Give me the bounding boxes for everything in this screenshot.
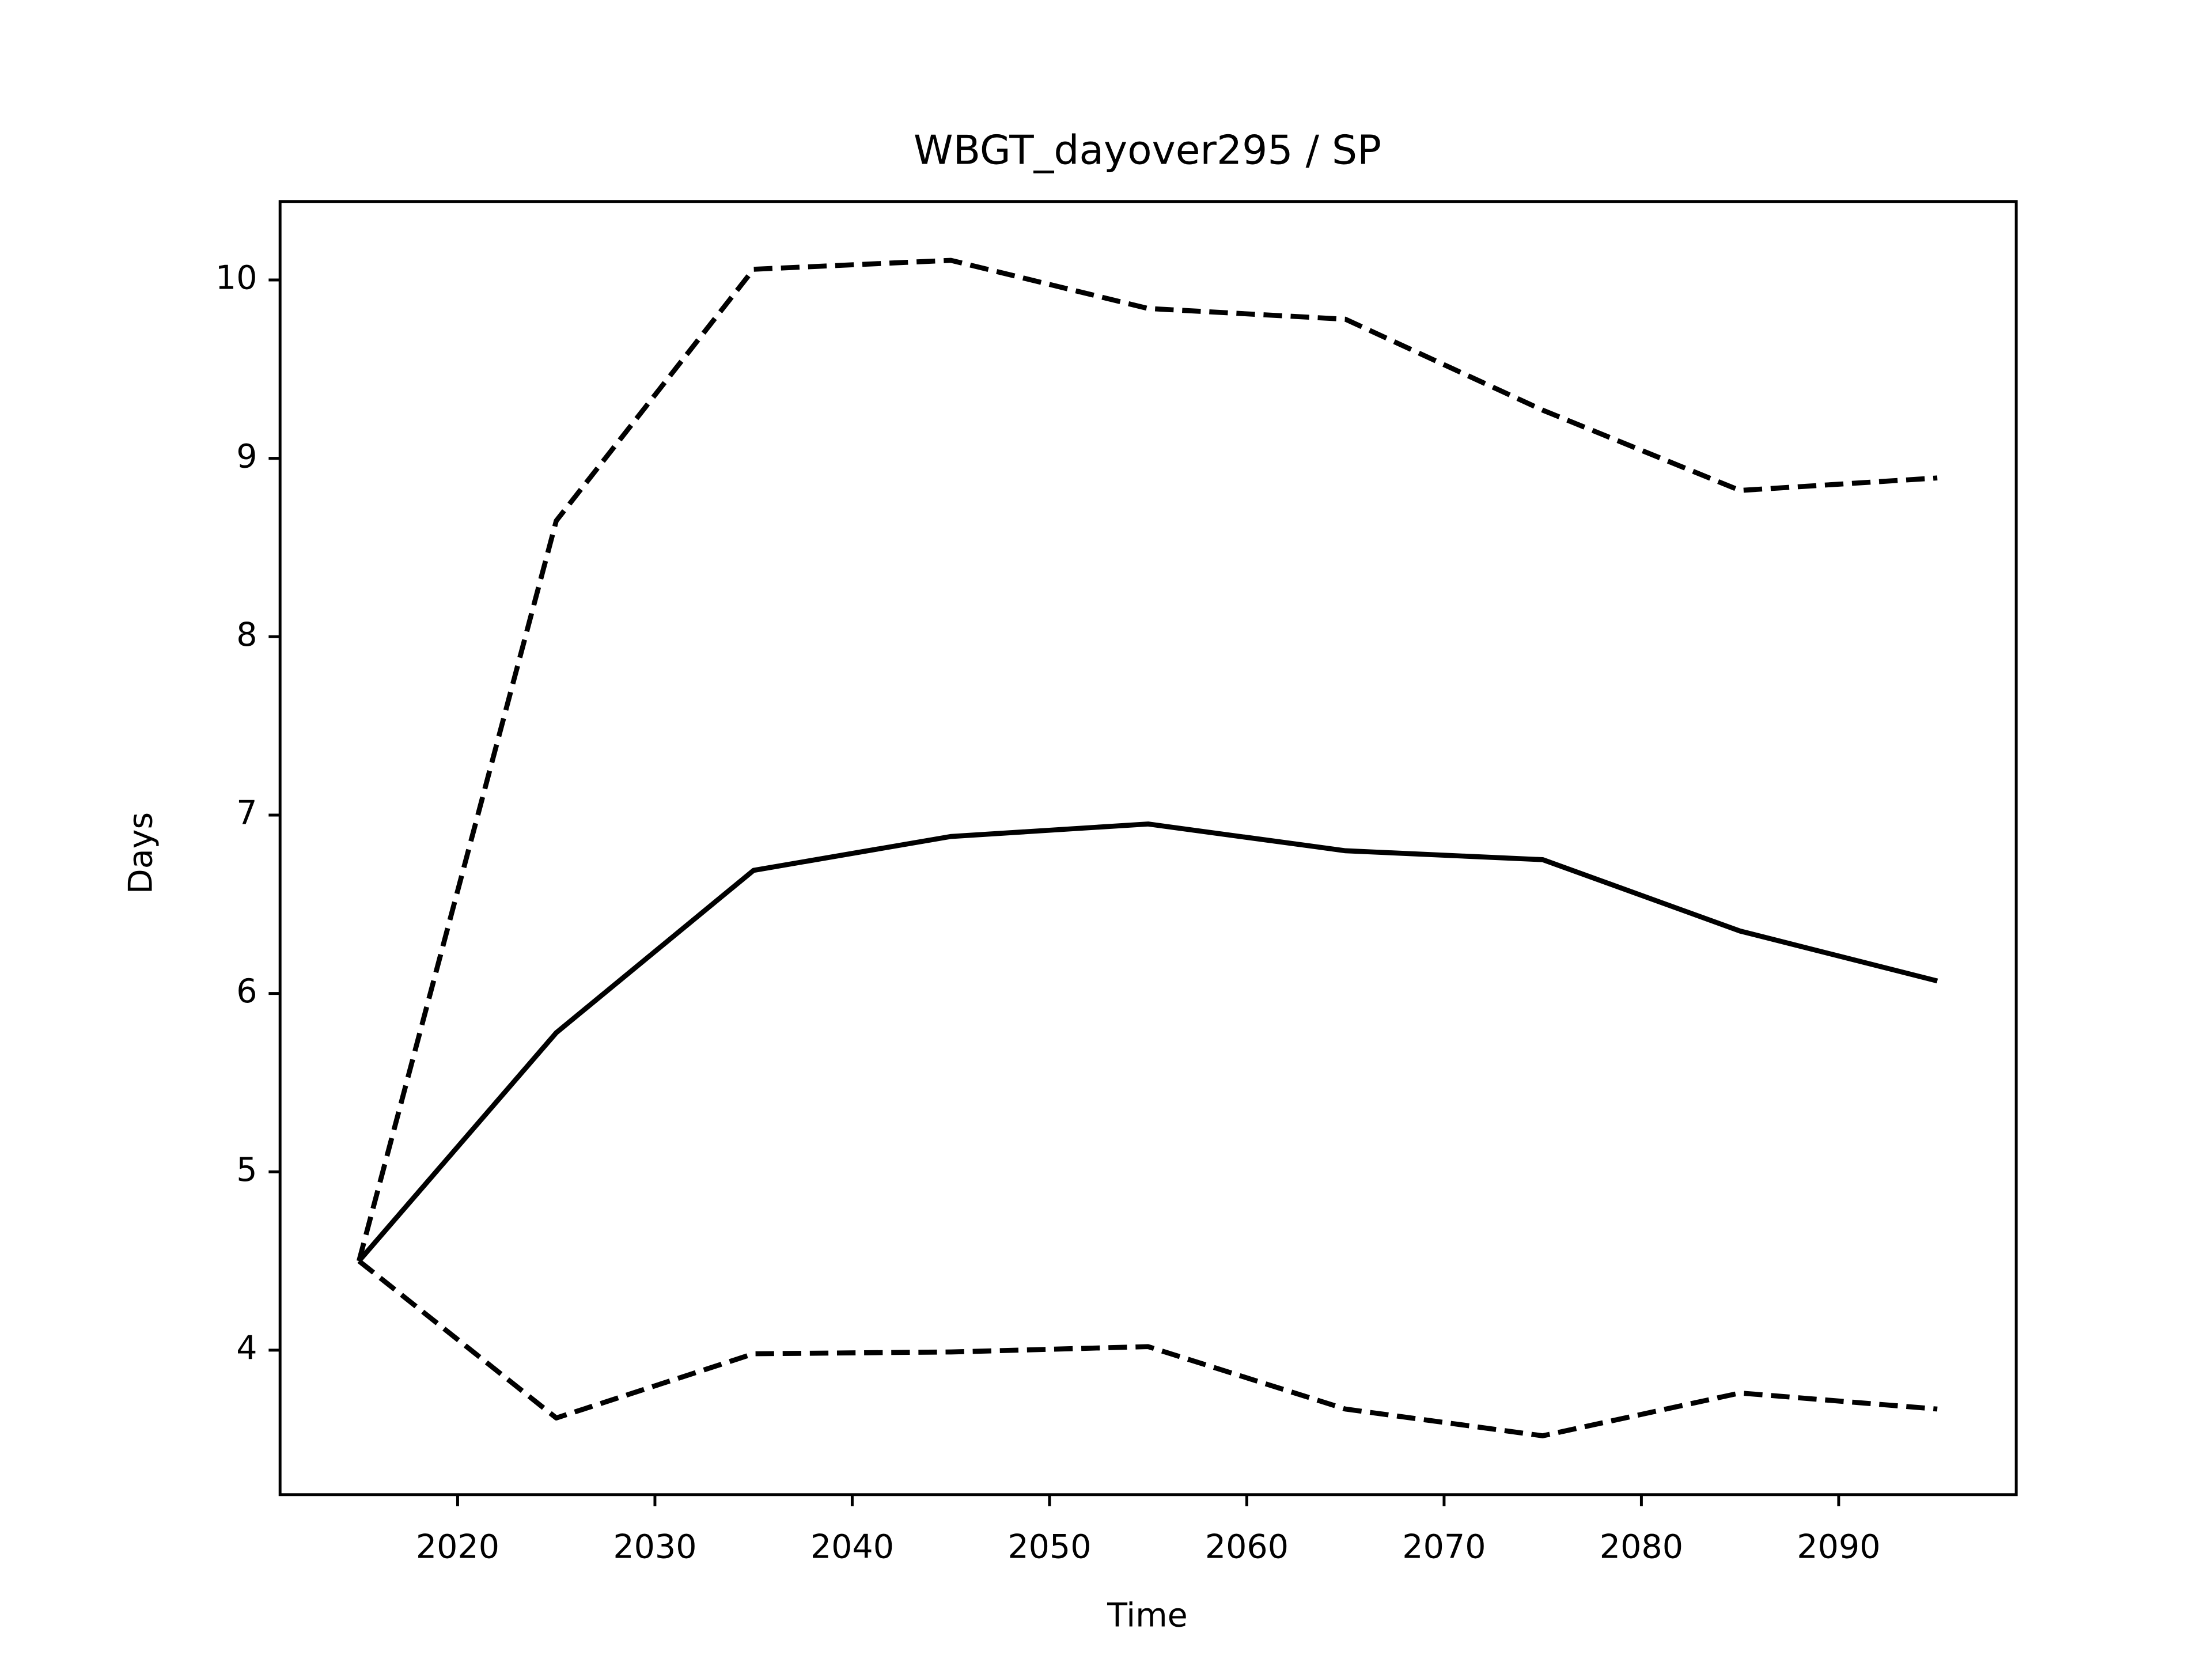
y-axis-label: Days [122, 812, 160, 894]
y-tick-label: 4 [236, 1330, 257, 1368]
x-tick-label: 2090 [1797, 1528, 1880, 1566]
x-tick-label: 2080 [1600, 1528, 1683, 1566]
series-line [357, 257, 1938, 1262]
y-tick-label: 5 [236, 1151, 257, 1189]
x-tick-label: 2040 [810, 1528, 894, 1566]
x-tick-label: 2030 [613, 1528, 696, 1566]
x-axis-label: Time [1107, 1597, 1188, 1635]
y-tick-label: 7 [236, 794, 257, 832]
series-line [357, 1259, 1938, 1438]
y-tick-label: 9 [236, 437, 257, 475]
y-tick-label: 10 [215, 259, 257, 297]
series-line [357, 821, 1938, 1263]
plot-frame [278, 200, 2018, 1497]
y-tick-label: 6 [236, 972, 257, 1010]
x-tick-label: 2060 [1205, 1528, 1289, 1566]
x-tick-label: 2020 [416, 1528, 499, 1566]
y-tick-label: 8 [236, 616, 257, 654]
x-tick-label: 2050 [1007, 1528, 1091, 1566]
x-tick-label: 2070 [1402, 1528, 1486, 1566]
chart-title: WBGT_dayover295 / SP [914, 127, 1381, 173]
